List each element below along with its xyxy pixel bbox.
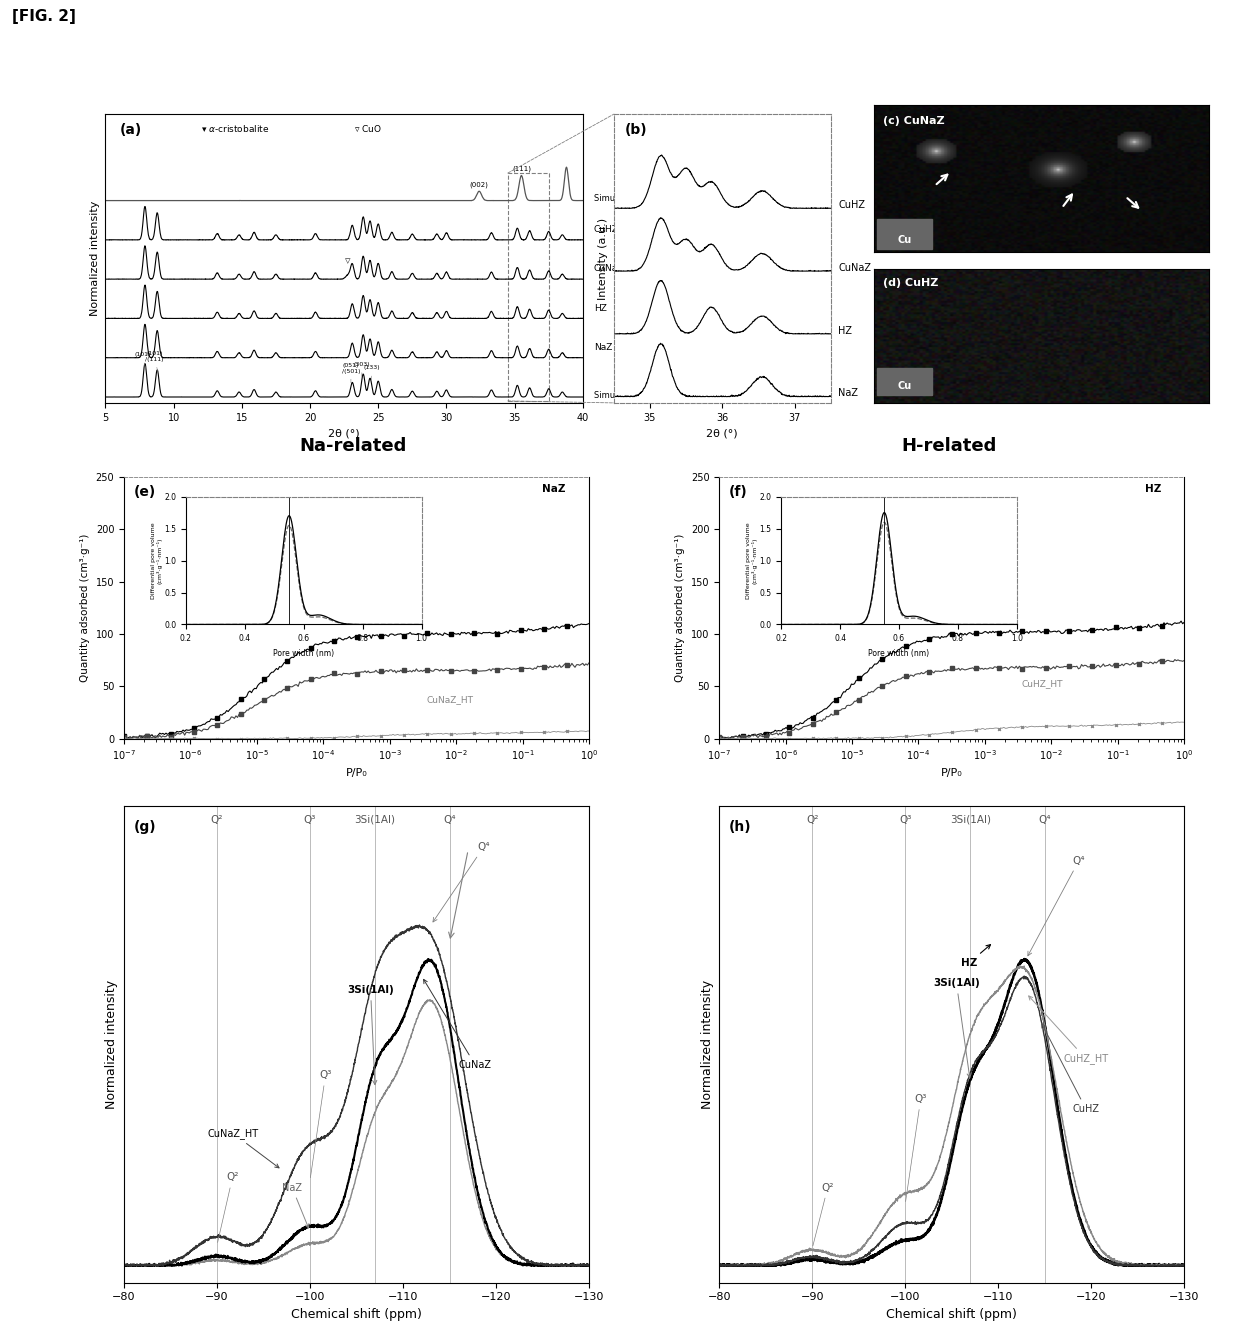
Text: (f): (f) <box>728 485 748 498</box>
Text: HZ: HZ <box>838 326 852 336</box>
Y-axis label: Normalized intensity: Normalized intensity <box>701 979 714 1109</box>
Text: (a): (a) <box>120 122 141 137</box>
Text: (101): (101) <box>134 352 150 368</box>
X-axis label: Pore width (nm): Pore width (nm) <box>868 649 930 658</box>
Text: (002): (002) <box>470 181 489 188</box>
Text: CuNaZ_HT: CuNaZ_HT <box>427 694 474 704</box>
Text: NaZ: NaZ <box>838 388 858 399</box>
Text: CuNaZ: CuNaZ <box>300 573 336 583</box>
Text: (303): (303) <box>353 363 371 376</box>
Text: CuHZ_HT: CuHZ_HT <box>1029 997 1109 1064</box>
Text: Q²: Q² <box>813 1183 833 1246</box>
Text: NaZ: NaZ <box>542 485 565 494</box>
Text: Q⁴: Q⁴ <box>443 815 456 825</box>
Text: CuHZ: CuHZ <box>594 226 619 234</box>
Text: $\blacktriangledown$ $\alpha$-cristobalite: $\blacktriangledown$ $\alpha$-cristobali… <box>201 122 269 134</box>
Text: (051)
/(501): (051) /(501) <box>342 363 360 383</box>
Text: NaZ: NaZ <box>283 1183 309 1228</box>
Text: H-related: H-related <box>901 436 996 455</box>
Text: CuHZ: CuHZ <box>838 200 866 210</box>
Text: Cu: Cu <box>898 235 911 244</box>
Text: HZ: HZ <box>594 304 606 313</box>
Text: CuNaZ: CuNaZ <box>424 979 492 1070</box>
Text: HZ: HZ <box>961 944 991 968</box>
Text: Simulated MFI: Simulated MFI <box>594 391 653 400</box>
Text: $\triangledown$: $\triangledown$ <box>345 257 352 266</box>
X-axis label: P/P₀: P/P₀ <box>941 768 962 778</box>
Text: Q²: Q² <box>211 815 223 825</box>
Text: Na-related: Na-related <box>300 436 407 455</box>
Text: CuHZ: CuHZ <box>1042 1023 1100 1115</box>
Bar <box>877 219 932 248</box>
Text: Q³: Q³ <box>310 1070 331 1178</box>
Text: CuNaZ: CuNaZ <box>838 263 870 273</box>
Text: (g): (g) <box>134 821 156 834</box>
Text: 3Si(1Al): 3Si(1Al) <box>950 815 991 825</box>
Text: (101)
/(111): (101) /(111) <box>145 351 164 373</box>
X-axis label: P/P₀: P/P₀ <box>346 768 367 778</box>
Text: Q³: Q³ <box>905 1095 926 1202</box>
Text: (e): (e) <box>134 485 155 498</box>
X-axis label: 2θ (°): 2θ (°) <box>707 428 738 438</box>
Y-axis label: Quantity adsorbed (cm³·g⁻¹): Quantity adsorbed (cm³·g⁻¹) <box>81 533 91 682</box>
Text: Q³: Q³ <box>304 815 316 825</box>
Text: (d) CuHZ: (d) CuHZ <box>883 278 939 289</box>
X-axis label: Pore width (nm): Pore width (nm) <box>273 649 335 658</box>
Text: (b): (b) <box>625 122 647 137</box>
Text: [FIG. 2]: [FIG. 2] <box>12 9 77 24</box>
Y-axis label: Intensity (a.u.): Intensity (a.u.) <box>598 218 609 299</box>
Text: CuHZ_HT: CuHZ_HT <box>1022 680 1063 688</box>
Y-axis label: Differential pore volume
(cm³·g⁻¹·nm⁻¹): Differential pore volume (cm³·g⁻¹·nm⁻¹) <box>746 522 758 599</box>
Text: (h): (h) <box>728 821 751 834</box>
Text: CuNaZ_HT: CuNaZ_HT <box>208 1128 279 1168</box>
Bar <box>508 173 549 402</box>
Text: 3Si(1Al): 3Si(1Al) <box>932 978 980 1078</box>
Text: Q²: Q² <box>217 1172 238 1242</box>
Text: $\triangledown$ CuO: $\triangledown$ CuO <box>353 122 382 134</box>
Text: Q²: Q² <box>806 815 818 825</box>
Text: CuHZ: CuHZ <box>895 568 925 579</box>
X-axis label: Chemical shift (ppm): Chemical shift (ppm) <box>887 1308 1017 1322</box>
Text: Q⁴: Q⁴ <box>433 842 490 921</box>
Text: (c) CuNaZ: (c) CuNaZ <box>883 115 945 126</box>
Text: Simulated CuO: Simulated CuO <box>594 195 657 203</box>
Y-axis label: Quantity adsorbed (cm³·g⁻¹): Quantity adsorbed (cm³·g⁻¹) <box>676 533 686 682</box>
Bar <box>877 368 932 395</box>
Text: CuNaZ: CuNaZ <box>594 265 624 274</box>
X-axis label: Chemical shift (ppm): Chemical shift (ppm) <box>291 1308 422 1322</box>
Text: (111): (111) <box>512 165 531 172</box>
Text: 3Si(1Al): 3Si(1Al) <box>355 815 396 825</box>
Y-axis label: Normalized intensity: Normalized intensity <box>105 979 119 1109</box>
Text: Q⁴: Q⁴ <box>1028 855 1085 956</box>
Y-axis label: Normalized intensity: Normalized intensity <box>89 201 100 316</box>
Text: Q³: Q³ <box>899 815 911 825</box>
Text: NaZ: NaZ <box>594 342 613 352</box>
Text: Cu: Cu <box>898 380 911 391</box>
Text: 3Si(1Al): 3Si(1Al) <box>347 986 394 1085</box>
Text: (133): (133) <box>363 365 379 380</box>
Text: HZ: HZ <box>1145 485 1161 494</box>
Text: Q⁴: Q⁴ <box>1038 815 1052 825</box>
Y-axis label: Differential pore volume
(cm³·g⁻¹·nm⁻¹): Differential pore volume (cm³·g⁻¹·nm⁻¹) <box>151 522 162 599</box>
X-axis label: 2θ (°): 2θ (°) <box>329 428 360 438</box>
